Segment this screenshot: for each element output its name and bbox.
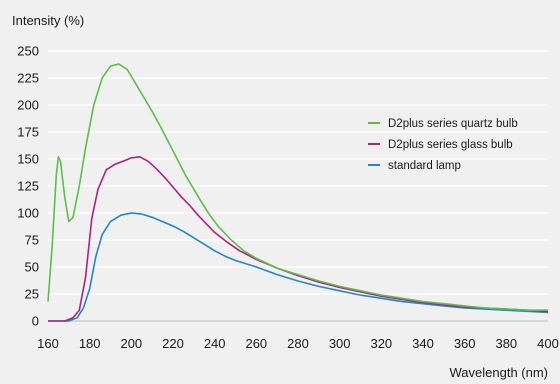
y-tick-label: 200 [17, 98, 39, 113]
series-lines [47, 63, 549, 322]
x-tick-label: 220 [162, 336, 184, 351]
y-tick-label: 175 [17, 125, 39, 140]
series-line [48, 212, 549, 322]
x-tick-label: 160 [37, 336, 59, 351]
series-line [47, 63, 548, 311]
x-tick-label: 320 [370, 336, 392, 351]
x-tick-label: 240 [204, 336, 226, 351]
legend: D2plus series quartz bulb D2plus series g… [368, 118, 518, 172]
x-tick-label: 300 [329, 336, 351, 351]
y-tick-label: 100 [17, 206, 39, 221]
y-tick-label: 250 [17, 44, 39, 59]
x-tick-label: 280 [287, 336, 309, 351]
x-tick-labels: 160 180 200 220 240 260 280 300 320 340 360 380 400 [37, 336, 559, 351]
series-line [48, 156, 549, 322]
y-tick-label: 225 [17, 71, 39, 86]
x-tick-label: 380 [495, 336, 517, 351]
y-tick-labels: 0 25 50 75 100 125 150 175 200 225 250 [17, 44, 39, 329]
grid-lines [48, 50, 548, 322]
x-tick-label: 260 [245, 336, 267, 351]
x-tick-label: 340 [412, 336, 434, 351]
legend-label: D2plus series glass bulb [388, 139, 513, 151]
x-tick-label: 400 [537, 336, 559, 351]
x-tick-label: 200 [120, 336, 142, 351]
y-tick-label: 75 [25, 233, 39, 248]
legend-label: standard lamp [388, 160, 461, 172]
x-tick-label: 360 [454, 336, 476, 351]
y-tick-label: 25 [25, 287, 39, 302]
x-axis-title: Wavelength (nm) [450, 365, 549, 380]
legend-label: D2plus series quartz bulb [388, 118, 518, 130]
y-tick-label: 50 [25, 260, 39, 275]
y-axis-title: Intensity (%) [12, 13, 84, 28]
y-tick-label: 125 [17, 179, 39, 194]
y-tick-label: 0 [32, 314, 39, 329]
y-tick-label: 150 [17, 152, 39, 167]
x-tick-label: 180 [79, 336, 101, 351]
